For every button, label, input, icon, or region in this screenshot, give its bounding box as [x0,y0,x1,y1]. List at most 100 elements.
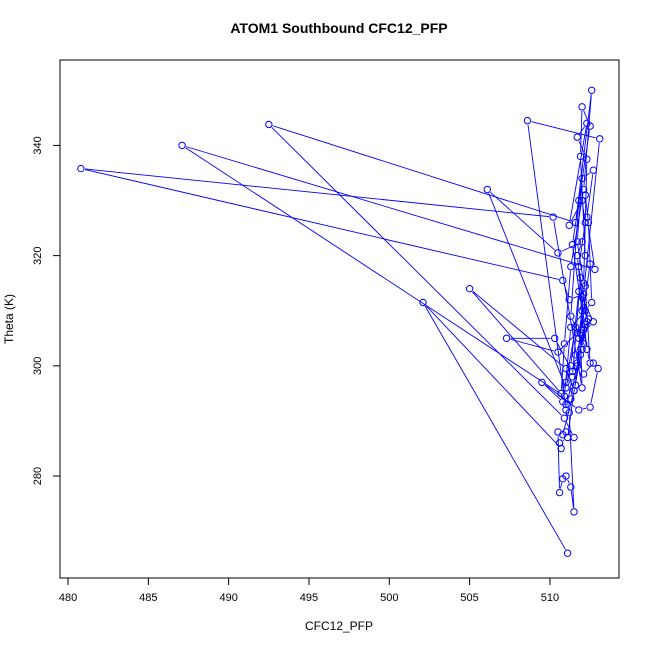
data-point [562,472,570,480]
data-point [465,284,474,293]
series-segment [578,245,582,252]
data-point [586,359,594,367]
data-point [573,133,581,141]
data-point [565,221,573,230]
data-point [581,218,589,227]
data-point [560,340,569,348]
data-point [554,249,562,257]
series-segment [586,174,594,213]
x-ticks: 480 485 490 495 500 505 510 [59,578,559,604]
data-point [559,397,567,406]
data-point [571,351,580,359]
data-point [571,323,580,331]
series-segment [488,193,565,385]
data-point [562,378,570,387]
series-segment [564,270,571,340]
data-point [573,329,581,337]
series-segment [576,358,583,371]
data-point [589,359,597,367]
data-point [563,433,572,442]
data-point [554,348,562,356]
chart-title: ATOM1 Southbound CFC12_PFP [230,20,447,36]
data-point [557,444,565,453]
y-tick-label: 280 [32,467,44,485]
series-segment [510,338,555,352]
data-point [581,320,589,329]
series-segment [527,124,566,406]
data-point [578,345,586,354]
data-point [563,549,572,557]
series-segment [578,142,600,335]
series-segment [570,491,574,508]
series-segment [587,305,590,308]
data-point [567,262,575,271]
data-point [538,378,546,387]
x-tick-label: 485 [139,592,157,604]
series-segment [84,169,559,280]
y-tick-label: 340 [32,136,44,154]
data-point [568,367,577,376]
data-point [557,389,565,398]
data-point [578,238,586,246]
data-point [573,238,581,246]
data-point [578,384,586,392]
x-tick-label: 490 [219,592,237,604]
series-points [77,86,604,557]
data-point [575,196,583,205]
data-point [568,373,577,381]
data-point [575,406,583,414]
y-tick-label: 300 [32,357,44,375]
data-point [589,166,597,174]
x-tick-label: 495 [300,592,318,604]
data-point [579,304,588,312]
data-point [567,395,575,403]
data-point [583,155,591,163]
series-segment [185,146,592,269]
series-segment [568,416,575,508]
series-segment [585,199,589,219]
data-point [575,287,583,296]
data-point [571,381,580,389]
series-segment [582,281,584,283]
data-point [570,386,578,395]
series-segment [560,482,563,489]
data-point [579,326,588,334]
data-point [562,364,570,373]
x-tick-label: 505 [460,592,478,604]
data-point [579,370,588,378]
y-axis: 280 300 320 340 [32,136,61,485]
data-point [178,141,186,150]
data-point [265,120,273,129]
series-segment [587,353,590,360]
series-segment [563,284,569,296]
series-segment [577,330,580,333]
data-point [573,359,581,367]
data-point [579,185,588,194]
series-segment [583,334,587,346]
series-segment [185,147,562,395]
data-point [562,384,570,392]
series-segment [544,384,560,400]
data-point [581,191,589,199]
series-segment [562,439,565,441]
data-point [567,483,575,491]
series-segment [582,407,587,410]
series-segment [472,291,564,367]
data-point [587,86,596,95]
data-point [589,318,597,326]
data-point [578,103,586,111]
data-point [483,185,491,194]
series-segment [490,191,556,251]
x-axis-label: CFC12_PFP [305,619,373,633]
data-point [584,315,593,323]
data-point [586,403,594,411]
series-segment [557,436,560,489]
x-axis: 480 485 490 495 500 505 510 [59,577,559,604]
data-point [578,196,586,205]
plot-frame [59,59,620,579]
series-segment [569,127,587,222]
data-point [554,428,562,436]
x-tick-label: 480 [59,592,77,604]
data-point [551,334,559,342]
series-segment [582,204,586,219]
